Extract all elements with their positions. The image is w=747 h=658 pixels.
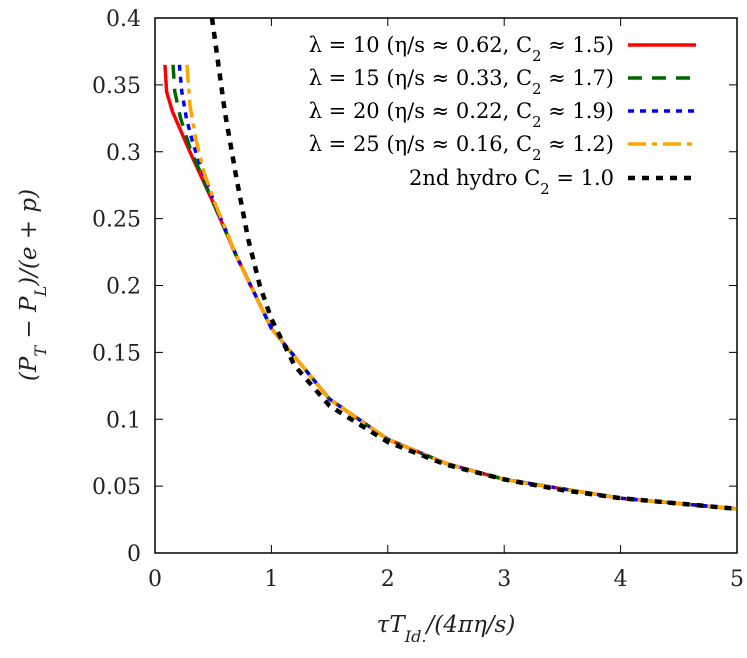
x-tick-label: 0 bbox=[148, 567, 162, 592]
legend-entry: 2nd hydro C2 = 1.0 bbox=[409, 166, 614, 198]
legend-entry: λ = 25 (η/s ≈ 0.16, C2 ≈ 1.2) bbox=[309, 132, 614, 164]
y-tick-label: 0.1 bbox=[106, 408, 141, 433]
x-tick-label: 3 bbox=[497, 567, 511, 592]
legend-entry: λ = 10 (η/s ≈ 0.62, C2 ≈ 1.5) bbox=[309, 33, 614, 65]
y-tick-label: 0.25 bbox=[92, 208, 141, 233]
y-tick-label: 0.05 bbox=[92, 475, 141, 500]
x-tick-label: 4 bbox=[614, 567, 628, 592]
y-axis-label: (PT − PL)/(e + p) bbox=[16, 189, 50, 381]
legend-entry: λ = 20 (η/s ≈ 0.22, C2 ≈ 1.9) bbox=[309, 99, 614, 131]
y-tick-label: 0.2 bbox=[106, 275, 141, 300]
y-tick-label: 0 bbox=[127, 542, 141, 567]
series-line-5 bbox=[209, 17, 738, 512]
legend-entry: λ = 15 (η/s ≈ 0.33, C2 ≈ 1.7) bbox=[309, 66, 614, 98]
x-axis-label: τTId./(4πη/s) bbox=[377, 612, 516, 646]
legend: λ = 10 (η/s ≈ 0.62, C2 ≈ 1.5)λ = 15 (η/s… bbox=[309, 33, 696, 198]
x-tick-label: 1 bbox=[264, 567, 278, 592]
y-tick-label: 0.35 bbox=[92, 74, 141, 99]
y-tick-label: 0.4 bbox=[106, 7, 141, 32]
series-line-4 bbox=[185, 64, 738, 511]
y-tick-label: 0.3 bbox=[106, 141, 141, 166]
y-tick-label: 0.15 bbox=[92, 341, 141, 366]
x-tick-label: 5 bbox=[730, 567, 744, 592]
x-tick-label: 2 bbox=[381, 567, 395, 592]
